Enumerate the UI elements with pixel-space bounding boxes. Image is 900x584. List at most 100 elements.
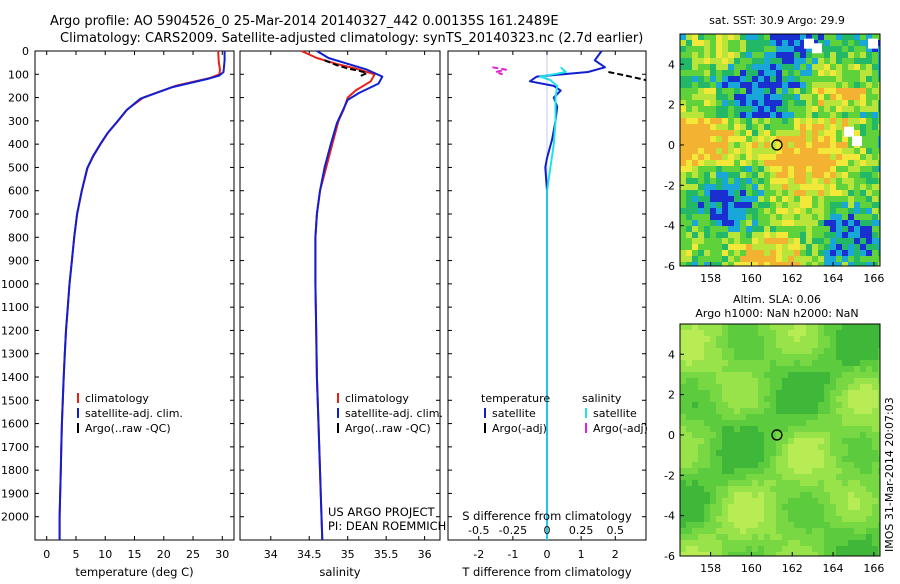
sst-map-cell bbox=[872, 166, 878, 172]
sst-map-cell bbox=[824, 64, 830, 70]
sla-map-cell bbox=[800, 528, 806, 534]
sst-map-cell bbox=[842, 64, 848, 70]
sla-map-cell bbox=[752, 402, 758, 408]
sla-map-cell bbox=[680, 486, 686, 492]
sst-map-cell bbox=[854, 130, 860, 136]
sla-map-cell bbox=[872, 366, 878, 372]
sla-map-cell bbox=[734, 378, 740, 384]
sst-map-cell bbox=[734, 196, 740, 202]
sla-map-cell bbox=[764, 324, 770, 330]
sst-map-cell bbox=[824, 148, 830, 154]
sst-map-cell bbox=[878, 82, 880, 88]
sla-map-cell bbox=[680, 438, 686, 444]
sst-map-cell bbox=[818, 220, 824, 226]
sla-map-cell bbox=[716, 372, 722, 378]
sla-map-cell bbox=[704, 462, 710, 468]
sst-map-cell bbox=[836, 202, 842, 208]
sla-map-cell bbox=[836, 486, 842, 492]
sst-map-cell bbox=[680, 46, 686, 52]
sst-gap bbox=[812, 43, 822, 54]
sla-map-cell bbox=[800, 546, 806, 552]
sst-map-cell bbox=[770, 220, 776, 226]
sst-map-cell bbox=[848, 82, 854, 88]
sla-map-cell bbox=[842, 552, 848, 556]
sst-map-cell bbox=[746, 142, 752, 148]
sst-map-cell bbox=[812, 232, 818, 238]
differences-series-salinity-argo-adj- bbox=[492, 66, 507, 76]
sst-map-cell bbox=[716, 46, 722, 52]
sst-map-cell bbox=[854, 106, 860, 112]
sst-map-cell bbox=[824, 76, 830, 82]
sla-map-cell bbox=[830, 438, 836, 444]
sst-map-cell bbox=[734, 124, 740, 130]
sla-map-cell bbox=[812, 360, 818, 366]
sst-map-cell bbox=[758, 184, 764, 190]
sst-map-cell bbox=[776, 112, 782, 118]
sla-map-cell bbox=[836, 408, 842, 414]
sla-map-cell bbox=[878, 396, 880, 402]
sst-map-cell bbox=[866, 178, 872, 184]
sst-map-cell bbox=[782, 184, 788, 190]
sla-map-cell bbox=[776, 450, 782, 456]
sst-map-cell bbox=[710, 250, 716, 256]
sla-map-cell bbox=[806, 414, 812, 420]
sst-map-cell bbox=[800, 34, 806, 40]
sla-map-cell bbox=[806, 426, 812, 432]
sla-map-cell bbox=[788, 504, 794, 510]
sla-map-cell bbox=[830, 450, 836, 456]
sst-map-cell bbox=[716, 154, 722, 160]
sst-map-cell bbox=[758, 94, 764, 100]
sla-map-cell bbox=[860, 426, 866, 432]
sst-map-cell bbox=[764, 34, 770, 40]
sla-map-cell bbox=[800, 540, 806, 546]
sla-map-cell bbox=[806, 432, 812, 438]
sla-map-cell bbox=[878, 510, 880, 516]
sla-map-cell bbox=[776, 456, 782, 462]
sla-map-cell bbox=[764, 342, 770, 348]
sst-map-cell bbox=[830, 118, 836, 124]
sst-map-cell bbox=[758, 52, 764, 58]
sla-map-cell bbox=[854, 468, 860, 474]
sla-map-cell bbox=[728, 492, 734, 498]
sst-map-cell bbox=[824, 100, 830, 106]
sst-map-cell bbox=[716, 238, 722, 244]
sla-map-cell bbox=[692, 474, 698, 480]
sla-map-cell bbox=[806, 342, 812, 348]
sst-map-cell bbox=[686, 238, 692, 244]
sla-map-cell bbox=[734, 480, 740, 486]
sst-map-cell bbox=[782, 226, 788, 232]
sst-map-cell bbox=[836, 256, 842, 262]
sla-map-cell bbox=[776, 552, 782, 556]
sla-map-cell bbox=[722, 498, 728, 504]
sst-map-cell bbox=[872, 130, 878, 136]
legend-label: Argo(-adj) bbox=[492, 422, 547, 435]
sst-map-cell bbox=[734, 106, 740, 112]
sst-map-cell bbox=[806, 208, 812, 214]
sla-map-cell bbox=[806, 384, 812, 390]
sla-map-cell bbox=[854, 426, 860, 432]
sla-map-cell bbox=[842, 390, 848, 396]
sst-map-cell bbox=[728, 106, 734, 112]
sla-map-cell bbox=[740, 336, 746, 342]
sst-map-cell bbox=[746, 46, 752, 52]
sla-map-cell bbox=[854, 498, 860, 504]
sst-map-cell bbox=[830, 178, 836, 184]
sla-map-cell bbox=[866, 426, 872, 432]
diff-s-tick-label: -0.25 bbox=[499, 524, 527, 537]
sst-map-cell bbox=[800, 160, 806, 166]
sst-map-cell bbox=[782, 250, 788, 256]
sst-map-cell bbox=[698, 172, 704, 178]
sla-map-cell bbox=[782, 474, 788, 480]
sst-map-cell bbox=[680, 178, 686, 184]
sst-map-cell bbox=[836, 46, 842, 52]
sst-map-cell bbox=[758, 214, 764, 220]
sla-map-cell bbox=[710, 534, 716, 540]
sst-map-cell bbox=[800, 238, 806, 244]
sla-x-tick-label: 160 bbox=[741, 562, 762, 575]
sla-map-cell bbox=[764, 330, 770, 336]
sst-map-cell bbox=[806, 106, 812, 112]
sla-map-cell bbox=[716, 492, 722, 498]
sla-map-cell bbox=[746, 384, 752, 390]
sla-map-cell bbox=[782, 360, 788, 366]
